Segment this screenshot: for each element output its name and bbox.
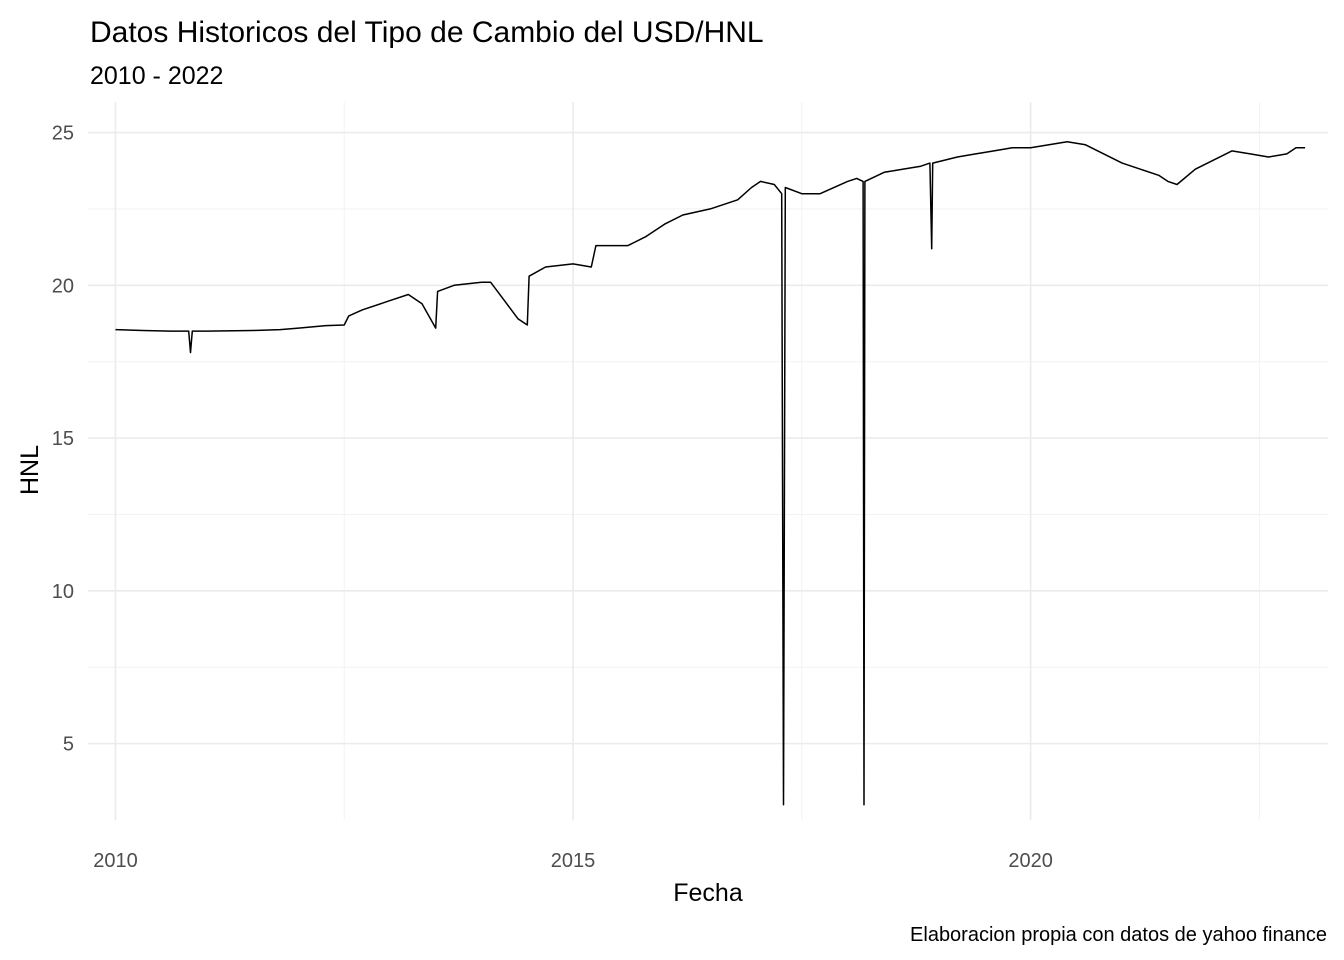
y-tick-label: 20 bbox=[52, 275, 74, 297]
y-axis-title: HNL bbox=[16, 445, 44, 495]
y-tick-label: 5 bbox=[63, 734, 74, 756]
x-tick-label: 2015 bbox=[551, 850, 596, 872]
series-line bbox=[115, 140, 1306, 806]
chart-caption: Elaboracion propia con datos de yahoo fi… bbox=[910, 924, 1327, 946]
chart-subtitle: 2010 - 2022 bbox=[90, 62, 223, 90]
y-tick-label: 25 bbox=[52, 123, 74, 145]
major-gridlines bbox=[88, 102, 1328, 820]
x-axis-ticks: 2010 2015 2020 bbox=[93, 850, 1053, 872]
chart-title: Datos Historicos del Tipo de Cambio del … bbox=[90, 16, 764, 49]
y-tick-label: 15 bbox=[52, 428, 74, 450]
minor-gridlines bbox=[88, 102, 1328, 820]
x-tick-label: 2020 bbox=[1008, 850, 1053, 872]
y-axis-ticks: 5 10 15 20 25 bbox=[52, 123, 74, 756]
x-tick-label: 2010 bbox=[93, 850, 138, 872]
y-tick-label: 10 bbox=[52, 581, 74, 603]
x-axis-title: Fecha bbox=[673, 879, 743, 907]
series-layer bbox=[115, 140, 1306, 806]
